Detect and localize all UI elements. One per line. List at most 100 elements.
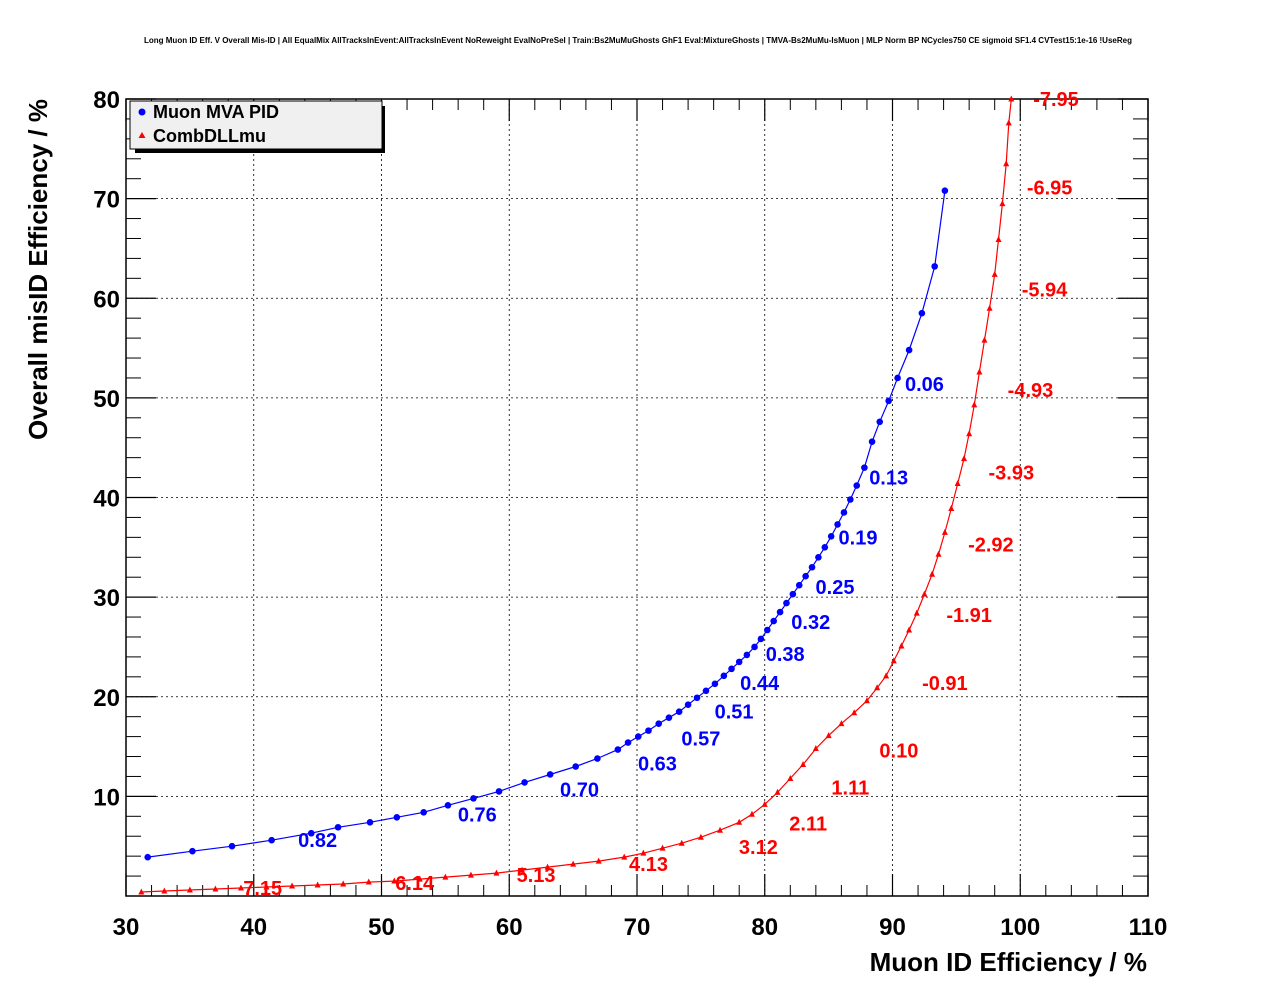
data-point	[961, 455, 968, 462]
annotations: 0.06 0.13 0.19 0.25 0.32 0.38 0.44 0.51 0.570.63…	[243, 89, 1079, 900]
data-point	[931, 263, 938, 270]
data-point	[1003, 160, 1010, 167]
data-point	[702, 687, 710, 695]
data-point	[621, 853, 628, 860]
data-point	[827, 533, 835, 540]
data-point	[885, 397, 892, 405]
data-point	[851, 709, 858, 716]
data-point	[776, 608, 784, 616]
data-point	[935, 550, 942, 557]
data-point	[1008, 95, 1015, 102]
x-tick-label: 60	[496, 914, 523, 941]
x-tick-label: 90	[879, 914, 906, 941]
cut-value-label: 0.44	[740, 673, 780, 695]
data-point	[614, 746, 622, 753]
cut-value-label: 0.63	[638, 753, 677, 775]
data-point	[999, 200, 1006, 207]
cut-value-label: 0.32	[791, 612, 830, 634]
x-tick-label: 50	[368, 914, 395, 941]
data-point	[693, 694, 701, 702]
x-tick-label: 70	[624, 914, 651, 941]
data-point	[976, 368, 983, 375]
x-tick-label: 40	[240, 914, 267, 941]
data-point	[334, 823, 342, 831]
data-point	[863, 697, 870, 704]
cut-value-label: 3.12	[739, 837, 778, 859]
cut-value-label: -7.95	[1033, 89, 1079, 111]
data-point	[929, 570, 936, 577]
cut-value-label: 0.13	[869, 468, 908, 490]
data-point	[883, 672, 890, 679]
data-point	[981, 336, 988, 343]
data-point	[493, 869, 500, 876]
data-point	[391, 877, 398, 884]
data-point	[764, 626, 771, 634]
cut-value-label: 0.76	[458, 804, 497, 826]
data-point	[748, 810, 755, 817]
cut-value-label: 0.25	[816, 577, 855, 599]
data-point	[735, 658, 743, 666]
data-point	[675, 708, 683, 715]
data-point	[307, 829, 315, 837]
data-point	[546, 771, 554, 778]
data-point	[789, 590, 797, 598]
cut-value-label: -1.91	[946, 605, 992, 627]
data-point	[787, 774, 794, 781]
cut-value-label: 1.11	[831, 777, 869, 799]
cut-value-label: 0.57	[681, 729, 720, 751]
cut-value-label: 0.06	[905, 374, 944, 396]
cut-value-label: 0.82	[298, 830, 337, 852]
data-point	[570, 860, 577, 867]
data-point	[393, 813, 401, 821]
cut-value-label: 0.10	[879, 741, 918, 763]
data-point	[289, 882, 296, 889]
cut-value-label: 6.14	[395, 873, 435, 895]
data-point	[876, 418, 884, 426]
data-point	[783, 599, 790, 607]
data-point	[634, 733, 642, 740]
y-tick-label: 40	[93, 486, 120, 513]
data-point	[838, 720, 845, 727]
data-point	[906, 626, 913, 633]
data-point	[941, 187, 949, 194]
y-tick-label: 30	[93, 585, 120, 612]
data-point	[521, 779, 528, 786]
data-point	[812, 745, 819, 752]
data-point	[268, 836, 275, 844]
data-point	[918, 309, 926, 317]
data-point	[228, 842, 236, 850]
data-point	[743, 651, 751, 659]
x-tick-label: 80	[751, 914, 778, 941]
data-point	[442, 873, 449, 880]
y-axis-label: Overall misID Efficiency / %	[23, 99, 53, 440]
x-axis-label: Muon ID Efficiency / %	[870, 947, 1147, 977]
cut-value-label: 4.13	[629, 854, 668, 876]
data-point	[800, 760, 807, 767]
data-point	[751, 643, 758, 651]
grid	[126, 99, 1148, 896]
x-tick-label: 110	[1129, 914, 1168, 941]
data-point	[189, 847, 196, 855]
data-point	[913, 609, 920, 616]
data-point	[991, 270, 998, 277]
cut-value-label: -0.91	[922, 673, 968, 695]
data-point	[728, 665, 735, 673]
data-point	[572, 763, 579, 770]
y-tick-label: 20	[93, 685, 120, 712]
data-point	[314, 881, 321, 888]
data-point	[954, 480, 961, 487]
y-tick-label: 10	[93, 784, 120, 811]
data-point	[894, 374, 901, 382]
data-point	[941, 528, 948, 535]
data-point	[825, 732, 832, 739]
cut-value-label: 0.70	[560, 779, 599, 801]
data-point	[237, 884, 244, 891]
chart-title: Long Muon ID Eff. V Overall Mis-ID | All…	[144, 36, 1132, 45]
cut-value-label: -2.92	[968, 534, 1014, 556]
data-point	[186, 886, 193, 893]
data-point	[495, 788, 503, 795]
cut-value-label: 0.38	[766, 644, 805, 666]
data-point	[948, 504, 955, 511]
legend-marker-combdllmu	[138, 132, 146, 138]
data-point	[905, 346, 913, 354]
